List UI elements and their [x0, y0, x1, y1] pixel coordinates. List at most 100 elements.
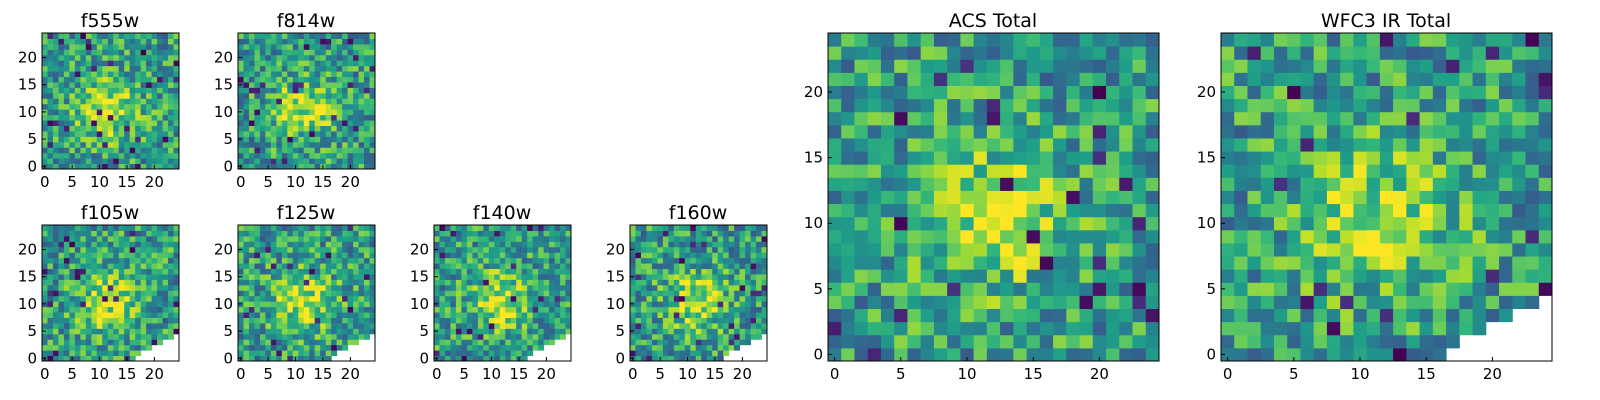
- heatmap-cell: [124, 81, 131, 88]
- heatmap-cell: [1132, 85, 1147, 100]
- heatmap-cell: [276, 43, 283, 50]
- heatmap-cell: [880, 124, 895, 139]
- heatmap-cell: [69, 60, 76, 67]
- heatmap-cell: [543, 241, 550, 248]
- heatmap-cell: [1340, 98, 1354, 113]
- heatmap-cell: [347, 92, 354, 99]
- heatmap-cell: [538, 295, 545, 302]
- heatmap-cell: [728, 284, 735, 291]
- heatmap-cell: [157, 235, 164, 242]
- heatmap-cell: [124, 136, 131, 143]
- heatmap-cell: [505, 225, 512, 231]
- heatmap-cell: [1326, 59, 1341, 73]
- heatmap-cell: [684, 257, 691, 264]
- heatmap-cell: [107, 344, 114, 351]
- heatmap-cell: [668, 333, 675, 340]
- heatmap-cell: [695, 230, 702, 237]
- heatmap-cell: [1472, 229, 1487, 244]
- heatmap-cell: [1419, 321, 1434, 336]
- heatmap-cell: [47, 257, 54, 264]
- heatmap-cell: [701, 295, 708, 302]
- heatmap-cell: [102, 306, 109, 313]
- heatmap-cell: [1013, 85, 1028, 100]
- heatmap-cell: [662, 344, 669, 351]
- heatmap-cell: [750, 252, 757, 259]
- heatmap-cell: [723, 246, 730, 253]
- heatmap-cell: [1221, 164, 1235, 178]
- heatmap-cell: [701, 312, 708, 318]
- heatmap-cell: [113, 350, 120, 357]
- heatmap-cell: [124, 76, 131, 83]
- heatmap-cell: [1000, 177, 1014, 191]
- heatmap-cell: [243, 33, 250, 39]
- heatmap-cell: [684, 350, 691, 357]
- heatmap-cell: [325, 225, 332, 231]
- heatmap-cell: [527, 339, 534, 346]
- heatmap-cell: [298, 328, 305, 335]
- heatmap-cell: [543, 333, 550, 340]
- heatmap-cell: [331, 241, 338, 248]
- heatmap-cell: [560, 241, 567, 248]
- heatmap-cell: [1419, 282, 1434, 296]
- heatmap-cell: [1499, 203, 1513, 218]
- heatmap-cell: [331, 152, 338, 159]
- heatmap-cell: [477, 328, 484, 335]
- heatmap-cell: [488, 333, 495, 340]
- heatmap-cell: [712, 333, 719, 340]
- y-tick-label: 5: [27, 322, 37, 340]
- heatmap-cell: [1393, 124, 1407, 139]
- heatmap-cell: [243, 252, 250, 259]
- heatmap-cell: [281, 103, 288, 110]
- heatmap-cell: [472, 350, 479, 357]
- heatmap-cell: [276, 109, 283, 116]
- heatmap-cell: [91, 339, 98, 346]
- heatmap-cell: [91, 322, 98, 329]
- heatmap-cell: [118, 114, 125, 121]
- heatmap-cell: [135, 301, 142, 308]
- heatmap-cell: [96, 333, 103, 340]
- heatmap-cell: [353, 241, 360, 248]
- heatmap-cell: [63, 33, 70, 39]
- heatmap-cell: [146, 235, 153, 242]
- heatmap-cell: [254, 350, 261, 357]
- heatmap-cell: [248, 241, 255, 248]
- heatmap-cell: [1432, 295, 1447, 310]
- heatmap-cell: [118, 263, 125, 270]
- heatmap-cell: [439, 257, 446, 264]
- heatmap-cell: [320, 322, 327, 329]
- heatmap-cell: [80, 120, 87, 126]
- heatmap-cell: [47, 158, 54, 165]
- heatmap-cell: [1459, 85, 1474, 100]
- heatmap-cell: [1053, 164, 1067, 178]
- heatmap-cell: [342, 246, 349, 253]
- heatmap-cell: [58, 54, 65, 61]
- heatmap-cell: [140, 344, 147, 351]
- heatmap-cell: [292, 125, 299, 132]
- heatmap-cell: [96, 257, 103, 264]
- heatmap-cell: [695, 273, 702, 280]
- heatmap-cell: [728, 328, 735, 335]
- heatmap-cell: [1000, 59, 1014, 73]
- heatmap-cell: [107, 54, 114, 61]
- heatmap-cell: [1119, 308, 1134, 323]
- heatmap-cell: [1287, 137, 1301, 152]
- heatmap-cell: [466, 328, 473, 335]
- heatmap-cell: [74, 306, 81, 313]
- heatmap-cell: [1247, 256, 1262, 270]
- heatmap-cell: [1353, 256, 1368, 270]
- heatmap-cell: [369, 241, 376, 248]
- heatmap-cell: [113, 312, 120, 318]
- heatmap-cell: [483, 350, 490, 357]
- heatmap-cell: [679, 246, 686, 253]
- heatmap-cell: [1260, 229, 1275, 244]
- heatmap-cell: [472, 279, 479, 286]
- x-tick-label: 10: [286, 365, 305, 383]
- heatmap-cell: [841, 203, 855, 218]
- heatmap-cell: [1092, 85, 1107, 100]
- heatmap-cell: [369, 273, 376, 280]
- heatmap-cell: [353, 306, 360, 313]
- heatmap-cell: [63, 125, 70, 132]
- heatmap-cell: [42, 125, 48, 132]
- heatmap-cell: [1145, 85, 1160, 100]
